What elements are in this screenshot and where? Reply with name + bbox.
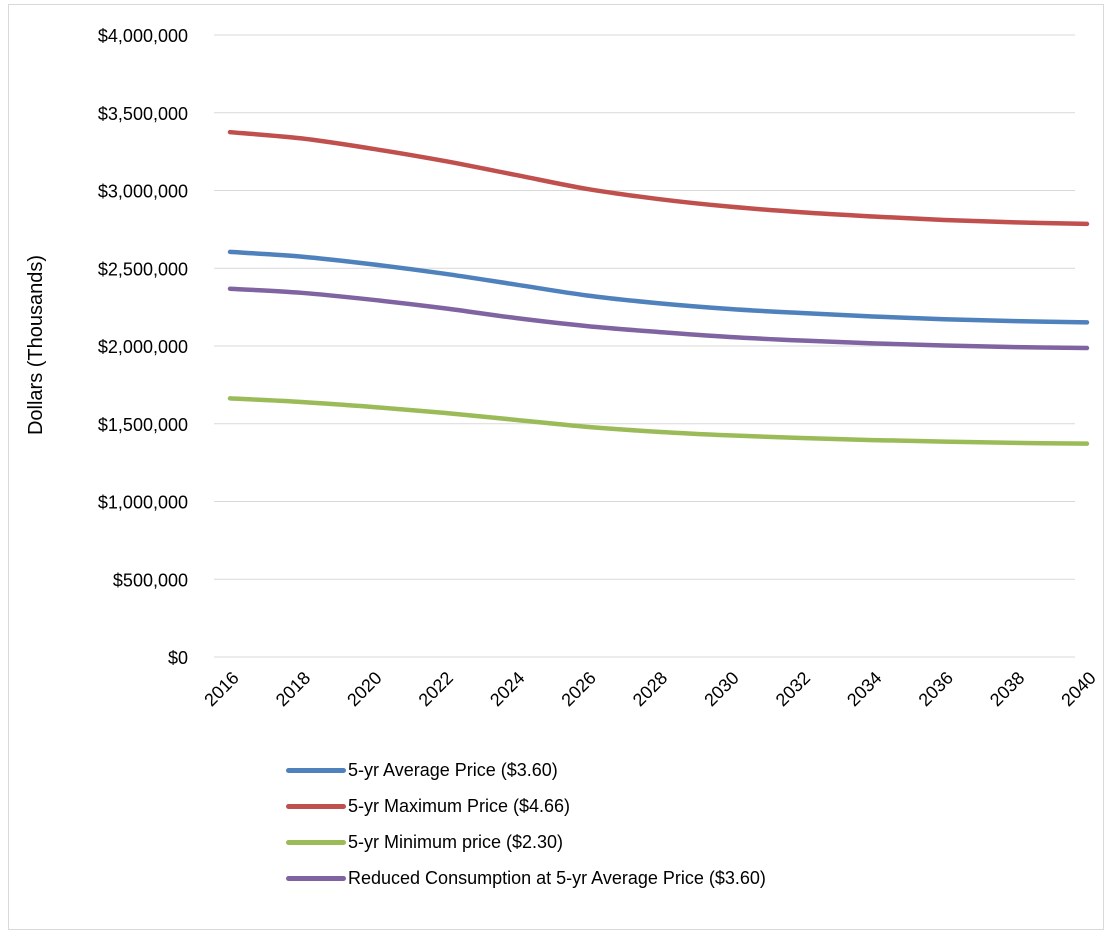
x-tick-label: 2022 bbox=[415, 668, 457, 710]
series-line-2 bbox=[227, 129, 1090, 227]
legend-item: 5-yr Minimum price ($2.30) bbox=[286, 824, 766, 860]
x-tick-label: 2040 bbox=[1057, 668, 1099, 710]
legend-swatch bbox=[286, 767, 346, 773]
legend-swatch bbox=[286, 803, 346, 809]
x-tick-label: 2030 bbox=[700, 668, 742, 710]
x-tick-label: 2020 bbox=[343, 668, 385, 710]
legend-swatch bbox=[286, 875, 346, 881]
legend-label: Reduced Consumption at 5-yr Average Pric… bbox=[348, 867, 766, 888]
y-tick-label: $4,000,000 bbox=[98, 26, 188, 46]
y-tick-label: $0 bbox=[168, 648, 188, 668]
x-tick-label: 2028 bbox=[629, 668, 671, 710]
series-lines bbox=[227, 129, 1090, 446]
x-tick-label: 2024 bbox=[486, 668, 528, 710]
x-tick-label: 2026 bbox=[557, 668, 599, 710]
series-line-3 bbox=[227, 396, 1090, 446]
y-tick-label: $3,500,000 bbox=[98, 104, 188, 124]
series-line-1 bbox=[227, 249, 1090, 325]
x-tick-label: 2038 bbox=[986, 668, 1028, 710]
legend-item: 5-yr Average Price ($3.60) bbox=[286, 752, 766, 788]
y-tick-label: $1,500,000 bbox=[98, 415, 188, 435]
x-tick-label: 2016 bbox=[200, 668, 242, 710]
legend-label: 5-yr Minimum price ($2.30) bbox=[348, 831, 564, 852]
gridlines bbox=[214, 34, 1075, 658]
x-tick-label: 2036 bbox=[915, 668, 957, 710]
legend: 5-yr Average Price ($3.60) 5-yr Maximum P… bbox=[286, 752, 766, 896]
y-tick-label: $500,000 bbox=[113, 570, 188, 590]
legend-item: Reduced Consumption at 5-yr Average Pric… bbox=[286, 860, 766, 896]
legend-label: 5-yr Maximum Price ($4.66) bbox=[348, 795, 571, 816]
y-tick-label: $2,000,000 bbox=[98, 337, 188, 357]
x-tick-label: 2032 bbox=[772, 668, 814, 710]
legend-swatch bbox=[286, 839, 346, 845]
x-tick-label: 2018 bbox=[272, 668, 314, 710]
y-axis-label: Dollars (Thousands) bbox=[25, 255, 47, 435]
y-tick-label: $3,000,000 bbox=[98, 182, 188, 202]
y-tick-label: $1,000,000 bbox=[98, 493, 188, 513]
x-tick-label: 2034 bbox=[843, 668, 885, 710]
y-tick-labels: $0 $500,000 $1,000,000 $1,500,000 $2,000,000… bbox=[98, 26, 188, 668]
chart-frame bbox=[8, 4, 1104, 930]
series-line-4 bbox=[227, 286, 1090, 351]
y-tick-label: $2,500,000 bbox=[98, 259, 188, 279]
legend-label: 5-yr Average Price ($3.60) bbox=[348, 759, 558, 780]
legend-item: 5-yr Maximum Price ($4.66) bbox=[286, 788, 766, 824]
x-tick-labels: 2016 2018 2020 2022 2024 2026 2028 2030 2032 2034… bbox=[200, 668, 1099, 710]
